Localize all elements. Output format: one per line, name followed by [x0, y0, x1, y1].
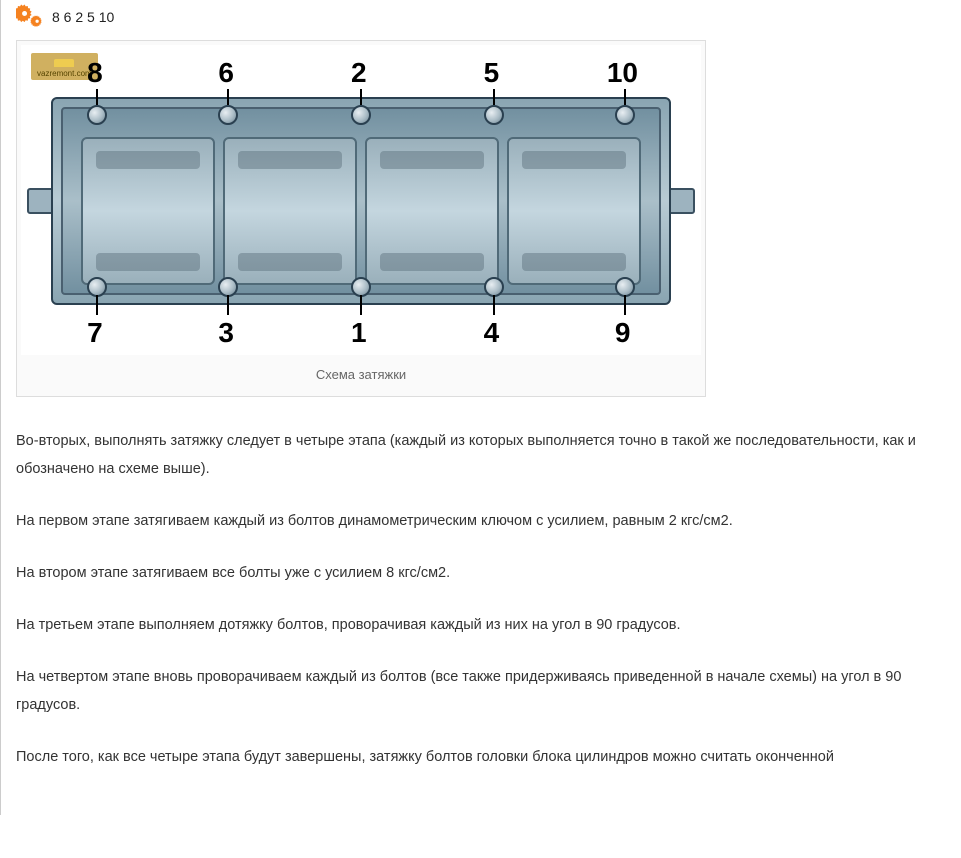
lead-line	[624, 89, 626, 105]
bolt-label: 3	[218, 317, 234, 349]
cylinder-row	[81, 137, 641, 285]
bolt-label: 2	[351, 57, 367, 89]
gear-icon	[16, 4, 44, 30]
lead-line	[360, 295, 362, 315]
paragraph: На втором этапе затягиваем все болты уже…	[16, 559, 921, 587]
bolt-top	[351, 105, 371, 125]
bolt-label: 7	[87, 317, 103, 349]
bolt-top	[484, 105, 504, 125]
lead-line	[96, 295, 98, 315]
article-body: Во-вторых, выполнять затяжку следует в ч…	[16, 427, 921, 771]
watermark-text: vazremont.com	[37, 69, 92, 78]
figure-container: vazremont.com 8 7 6 3 2 1 5 4 10 9 Схема затяжки	[16, 40, 706, 397]
paragraph: После того, как все четыре этапа будут з…	[16, 743, 921, 771]
figure-caption: Схема затяжки	[21, 355, 701, 392]
bolt-label: 1	[351, 317, 367, 349]
lead-line	[96, 89, 98, 105]
heading-numbers: 8 6 2 5 10	[52, 9, 114, 25]
bolt-label: 10	[607, 57, 638, 89]
paragraph: На четвертом этапе вновь проворачиваем к…	[16, 663, 921, 719]
lead-line	[624, 295, 626, 315]
paragraph: На первом этапе затягиваем каждый из бол…	[16, 507, 921, 535]
tightening-diagram: vazremont.com 8 7 6 3 2 1 5 4 10 9	[21, 45, 701, 355]
bolt-label: 4	[484, 317, 500, 349]
bolt-label: 8	[87, 57, 103, 89]
lead-line	[227, 295, 229, 315]
header-row: 8 6 2 5 10	[16, 4, 921, 30]
cylinder	[223, 137, 357, 285]
bolt-top	[615, 105, 635, 125]
paragraph: На третьем этапе выполняем дотяжку болто…	[16, 611, 921, 639]
cylinder	[365, 137, 499, 285]
lead-line	[493, 89, 495, 105]
cylinder	[81, 137, 215, 285]
cylinder	[507, 137, 641, 285]
bolt-label: 9	[615, 317, 631, 349]
lead-line	[360, 89, 362, 105]
bolt-label: 5	[484, 57, 500, 89]
bolt-label: 6	[218, 57, 234, 89]
paragraph: Во-вторых, выполнять затяжку следует в ч…	[16, 427, 921, 483]
bolt-bottom	[351, 277, 371, 297]
lead-line	[493, 295, 495, 315]
bolt-bottom	[615, 277, 635, 297]
engine-block	[51, 97, 671, 305]
bolt-bottom	[484, 277, 504, 297]
engine-inner	[61, 107, 661, 295]
lead-line	[227, 89, 229, 105]
page-content: 8 6 2 5 10 vazremont.com 8 7 6	[0, 0, 961, 815]
